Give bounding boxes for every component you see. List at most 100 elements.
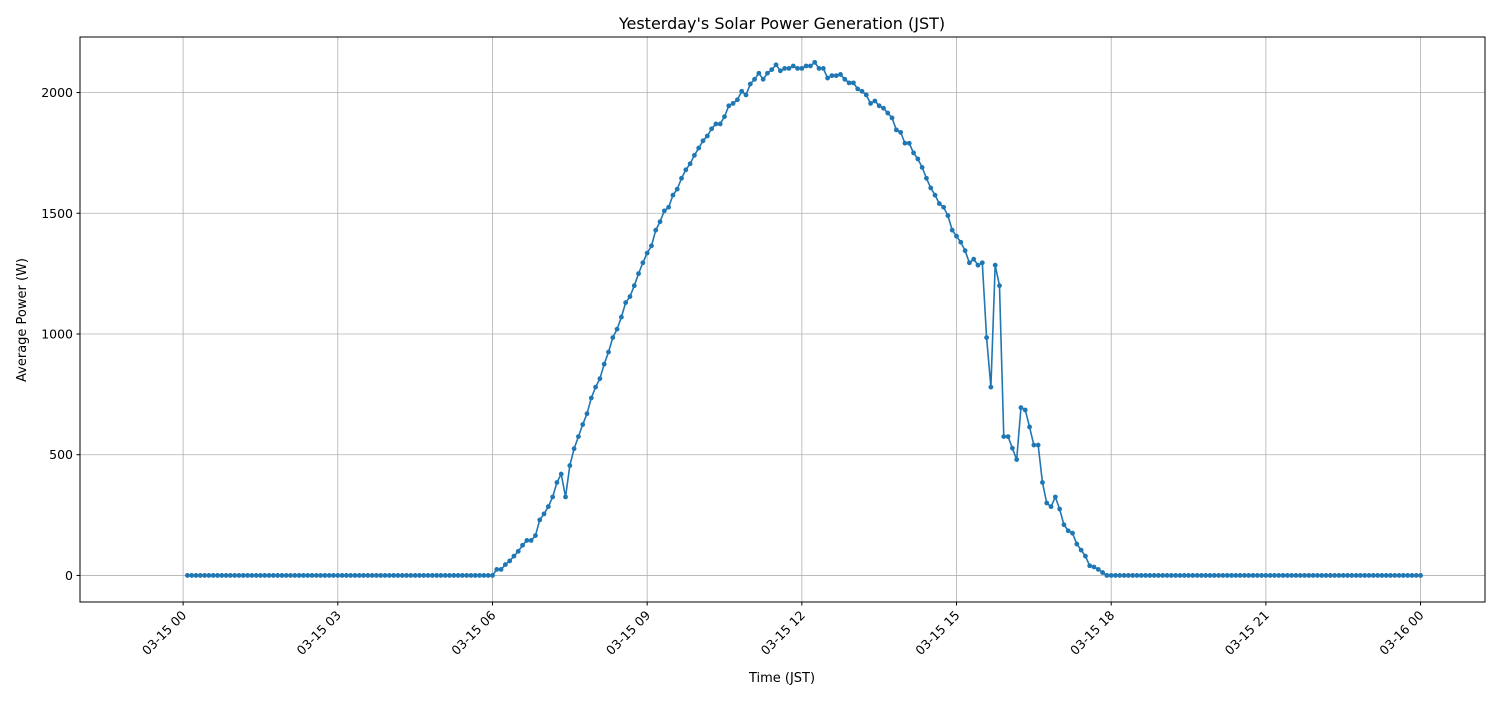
data-point (1001, 434, 1007, 440)
data-point (1297, 573, 1303, 578)
data-point (434, 573, 440, 578)
data-point (348, 573, 354, 578)
data-point (1259, 573, 1264, 578)
y-tick-label: 500 (49, 447, 73, 462)
data-point (949, 227, 955, 233)
data-point (258, 573, 263, 578)
data-point (881, 105, 886, 111)
data-point (885, 110, 891, 116)
data-point (893, 127, 899, 133)
data-point (558, 471, 564, 477)
data-point (850, 80, 856, 86)
data-point (967, 260, 972, 266)
data-point (760, 76, 766, 82)
data-point (786, 65, 792, 71)
data-point (795, 65, 800, 71)
data-point (825, 75, 831, 81)
data-point (1289, 573, 1295, 578)
data-point (631, 283, 637, 289)
data-point (404, 573, 409, 578)
data-point (674, 186, 680, 192)
data-point (1272, 573, 1277, 578)
data-point (752, 76, 757, 82)
x-axis-label: Time (JST) (748, 671, 815, 686)
data-point (1104, 573, 1110, 578)
data-point (1031, 442, 1037, 448)
data-point (206, 573, 212, 578)
x-tick-label: 03-15 06 (448, 607, 498, 657)
data-point (1216, 573, 1222, 578)
data-point (1310, 573, 1316, 578)
data-point (1160, 573, 1166, 578)
data-point (1383, 573, 1389, 578)
data-point (984, 335, 989, 341)
data-point (352, 573, 358, 578)
data-point (361, 573, 366, 578)
data-point (1276, 573, 1282, 578)
data-point (1280, 573, 1286, 578)
data-point (1018, 405, 1024, 411)
data-point (408, 573, 414, 578)
data-point (249, 573, 255, 578)
data-point (743, 92, 749, 98)
data-point (1061, 522, 1067, 528)
data-point (1117, 573, 1123, 578)
data-point (1336, 573, 1342, 578)
data-point (322, 573, 328, 578)
data-point (378, 573, 384, 578)
data-point (1177, 573, 1183, 578)
data-point (1048, 504, 1054, 510)
data-point (545, 504, 551, 510)
data-point (369, 573, 375, 578)
data-point (1353, 573, 1359, 578)
data-point (1113, 573, 1118, 578)
data-point (580, 422, 586, 427)
data-point (1070, 530, 1075, 536)
data-point (618, 314, 624, 320)
data-point (1083, 553, 1088, 559)
data-point (597, 376, 603, 382)
data-point (472, 573, 478, 578)
data-point (202, 573, 208, 578)
x-tick-label: 03-15 15 (912, 608, 962, 658)
data-point (283, 573, 289, 578)
y-axis-label: Average Power (W) (15, 258, 30, 382)
data-point (1138, 573, 1144, 578)
data-point (1357, 573, 1363, 578)
data-point (1233, 573, 1239, 578)
data-point (1164, 573, 1170, 578)
data-point (1207, 573, 1213, 578)
data-point (520, 542, 525, 548)
data-point (1199, 573, 1204, 578)
data-point (906, 140, 912, 146)
data-point (1040, 480, 1045, 485)
data-point (318, 573, 324, 578)
data-point (305, 573, 311, 578)
data-point (386, 573, 392, 578)
data-point (627, 294, 633, 299)
data-point (567, 463, 573, 468)
data-point (782, 65, 788, 71)
data-point (227, 573, 233, 578)
data-point (898, 129, 904, 135)
data-point (833, 73, 839, 79)
data-point (1022, 407, 1028, 413)
data-point (816, 65, 822, 71)
x-tick-label: 03-16 00 (1376, 607, 1426, 657)
data-point (1087, 563, 1093, 569)
data-point (979, 260, 985, 266)
data-point (460, 573, 465, 578)
data-point (288, 573, 293, 578)
data-point (773, 62, 779, 68)
data-point (266, 573, 272, 578)
data-point (683, 167, 689, 173)
data-point (576, 434, 581, 440)
data-point (528, 538, 534, 543)
data-point (661, 208, 667, 214)
data-point (232, 573, 238, 578)
data-point (417, 573, 422, 578)
data-point (842, 76, 848, 82)
data-point (1156, 573, 1161, 578)
data-point (593, 384, 598, 390)
data-point (554, 480, 560, 485)
